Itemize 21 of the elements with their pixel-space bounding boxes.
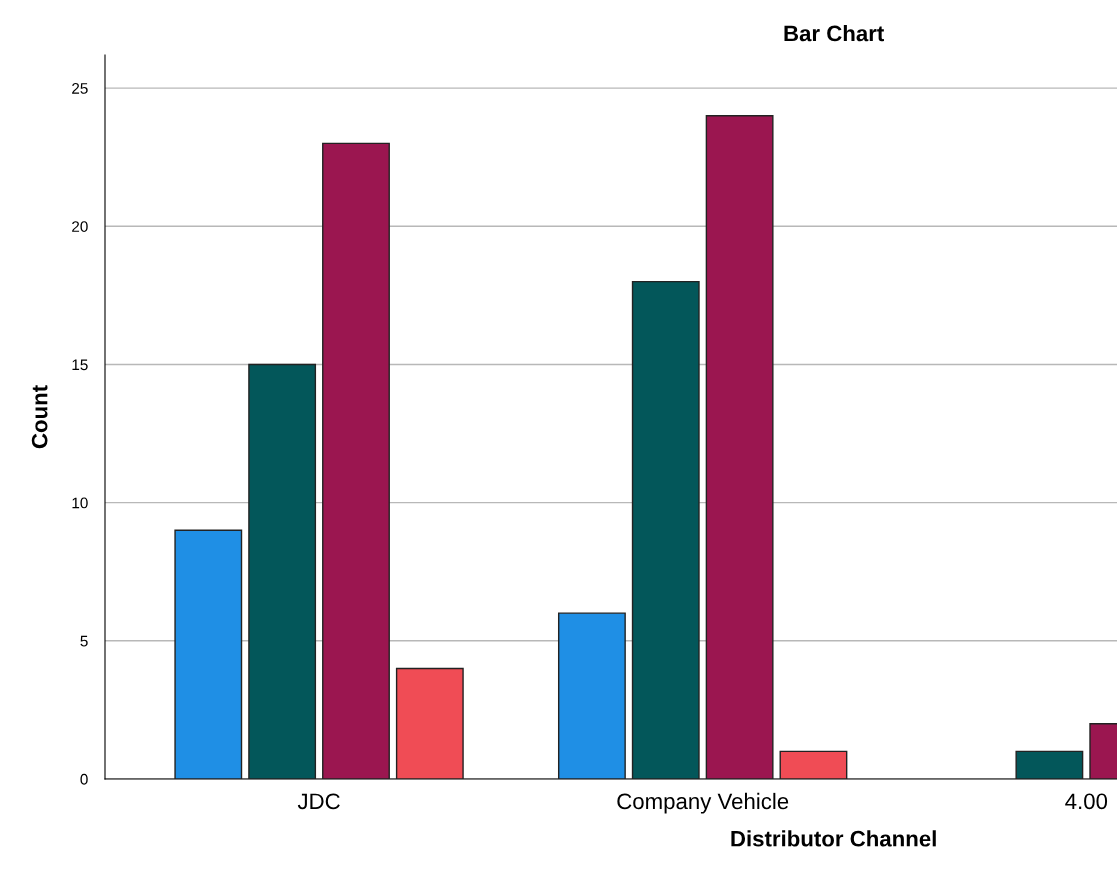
x-tick-label: JDC xyxy=(297,793,340,810)
y-tick-label: 15 xyxy=(72,359,88,371)
y-tick-label: 5 xyxy=(80,635,88,647)
x-tick-label: Company Vehicle xyxy=(617,792,789,814)
bar xyxy=(322,142,390,779)
bar xyxy=(395,667,464,779)
bar xyxy=(248,363,317,779)
y-tick-label: 10 xyxy=(72,497,88,509)
x-tick-label: 4.00 xyxy=(1065,793,1108,810)
chart-title: Bar Chart xyxy=(784,24,884,42)
y-tick-label: 20 xyxy=(72,221,88,232)
bar xyxy=(174,529,243,779)
y-axis-title: Count xyxy=(31,385,48,449)
bar xyxy=(705,115,774,779)
y-tick-label: 0 xyxy=(80,773,88,785)
bar xyxy=(1015,750,1084,779)
x-axis-title: Distributor Channel xyxy=(731,830,936,847)
bar xyxy=(779,750,848,779)
bar xyxy=(557,612,626,779)
y-tick-label: 25 xyxy=(72,83,88,94)
bar xyxy=(631,280,700,779)
